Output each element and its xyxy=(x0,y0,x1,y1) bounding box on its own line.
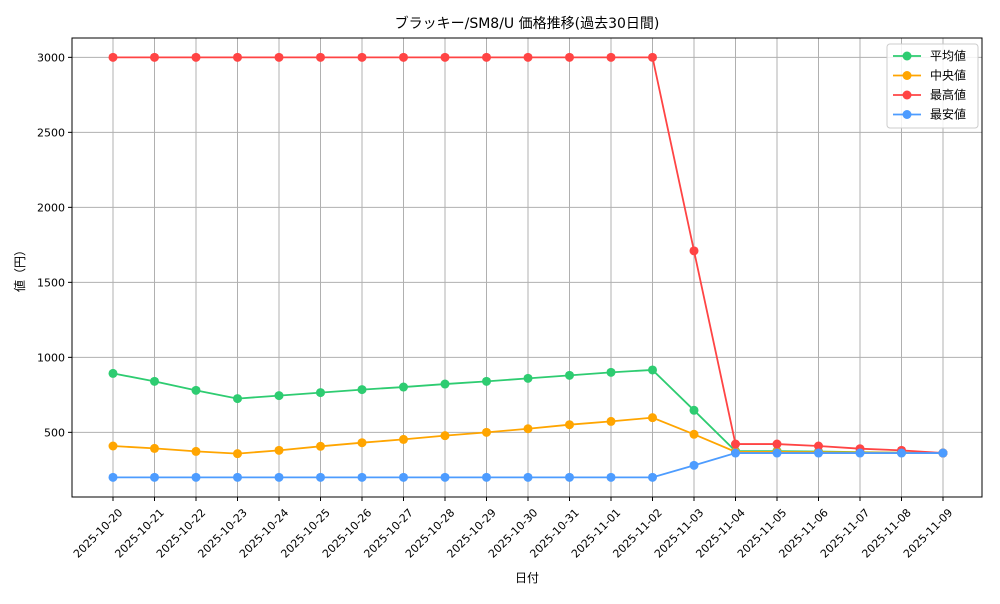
data-point xyxy=(316,388,325,398)
data-point xyxy=(399,472,408,482)
data-point xyxy=(648,52,657,62)
data-point xyxy=(150,443,159,453)
data-point xyxy=(482,472,491,482)
data-point xyxy=(814,448,823,458)
data-point xyxy=(523,472,533,482)
data-point xyxy=(233,449,242,459)
data-point xyxy=(772,439,782,449)
data-point xyxy=(150,52,159,62)
data-point xyxy=(648,472,657,482)
data-point xyxy=(108,472,118,482)
legend-marker xyxy=(902,51,912,61)
y-tick-label: 2500 xyxy=(37,126,65,139)
chart-title: ブラッキー/SM8/U 価格推移(過去30日間) xyxy=(395,15,660,32)
plot-frame xyxy=(71,37,983,498)
data-point xyxy=(233,394,242,404)
data-point xyxy=(108,368,118,378)
data-point xyxy=(772,448,782,458)
legend-label: 中央値 xyxy=(930,68,966,83)
data-point xyxy=(440,431,450,441)
data-point xyxy=(108,441,118,451)
data-point xyxy=(689,460,699,470)
data-point xyxy=(897,448,906,458)
data-point xyxy=(938,448,948,458)
data-point xyxy=(357,52,367,62)
legend-marker xyxy=(902,110,912,119)
data-point xyxy=(399,382,408,392)
data-point xyxy=(440,472,450,482)
data-point xyxy=(274,445,284,455)
y-tick-label: 3000 xyxy=(37,51,65,64)
data-point xyxy=(814,441,823,451)
data-point xyxy=(233,472,242,482)
x-axis-label: 日付 xyxy=(515,571,539,585)
data-point xyxy=(648,365,657,375)
data-point xyxy=(648,413,657,423)
data-point xyxy=(689,246,699,256)
legend-label: 最安値 xyxy=(930,107,966,122)
data-point xyxy=(855,448,865,458)
data-point xyxy=(440,52,450,62)
data-point xyxy=(482,52,491,62)
data-point xyxy=(606,472,616,482)
data-point xyxy=(606,367,616,377)
data-point xyxy=(523,52,533,62)
data-point xyxy=(731,448,740,458)
y-tick-label: 1500 xyxy=(37,276,65,289)
data-point xyxy=(565,472,574,482)
data-point xyxy=(316,472,325,482)
data-point xyxy=(233,52,242,62)
data-point xyxy=(150,472,159,482)
data-point xyxy=(316,52,325,62)
y-tick-label: 1000 xyxy=(37,351,65,364)
data-point xyxy=(689,429,699,439)
data-point xyxy=(357,438,367,448)
data-point xyxy=(274,472,284,482)
data-point xyxy=(316,441,325,451)
data-point xyxy=(731,439,740,449)
data-point xyxy=(357,385,367,395)
data-point xyxy=(150,376,159,386)
data-point xyxy=(606,416,616,426)
data-point xyxy=(482,376,491,386)
data-point xyxy=(274,52,284,62)
data-point xyxy=(482,427,491,437)
data-point xyxy=(440,379,450,389)
data-point xyxy=(523,424,533,434)
legend-box xyxy=(886,43,979,129)
data-point xyxy=(108,52,118,62)
data-point xyxy=(191,385,201,395)
data-point xyxy=(399,52,408,62)
data-point xyxy=(565,420,574,430)
legend-marker xyxy=(902,90,912,100)
data-point xyxy=(357,472,367,482)
data-point xyxy=(191,52,201,62)
data-point xyxy=(191,472,201,482)
data-point xyxy=(689,405,699,415)
legend-marker xyxy=(902,71,912,80)
y-axis-label: 値（円） xyxy=(12,244,27,292)
data-point xyxy=(565,52,574,62)
y-tick-label: 500 xyxy=(44,426,65,439)
y-tick-label: 2000 xyxy=(37,201,65,214)
data-point xyxy=(606,52,616,62)
data-point xyxy=(274,391,284,401)
legend-label: 平均値 xyxy=(930,48,966,63)
legend-label: 最高値 xyxy=(930,87,966,102)
data-point xyxy=(523,373,533,383)
data-point xyxy=(399,434,408,444)
data-point xyxy=(191,446,201,456)
data-point xyxy=(565,370,574,380)
